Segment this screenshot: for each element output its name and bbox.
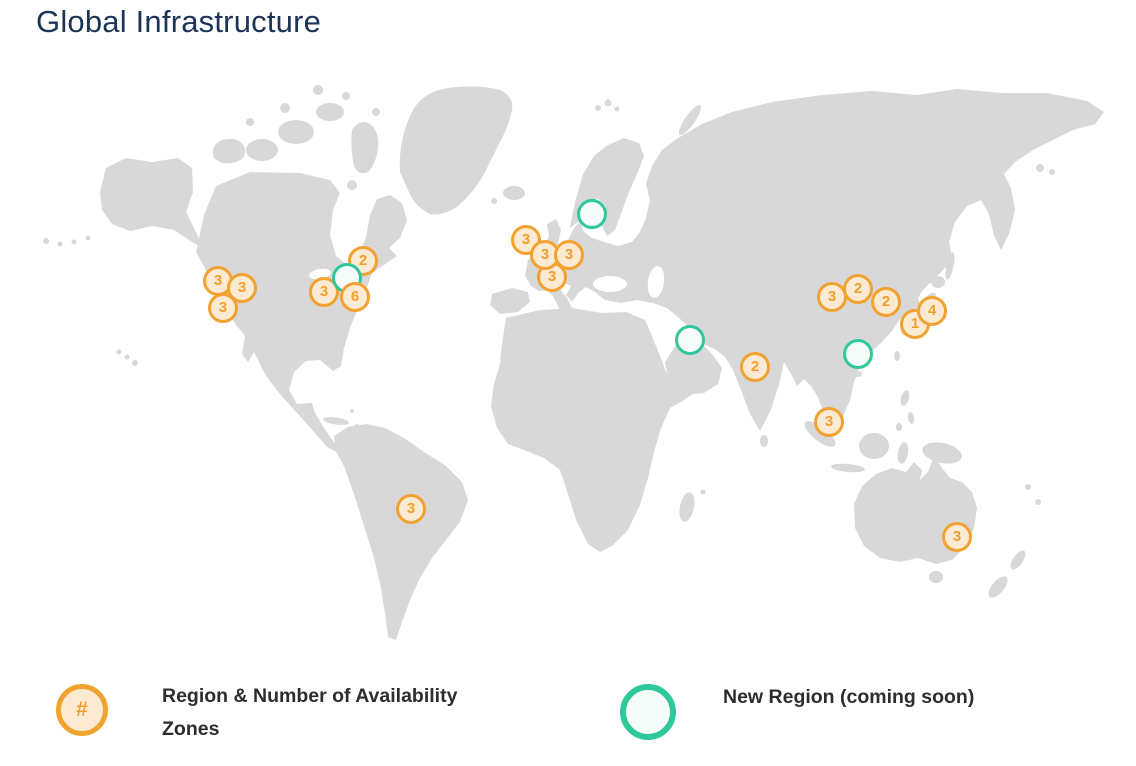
- page-title: Global Infrastructure: [36, 4, 322, 39]
- region-iberia: [490, 288, 530, 314]
- svalbard-islands: [595, 105, 601, 111]
- arctic-islands: [213, 138, 245, 164]
- new-region-legend-icon: [620, 684, 676, 740]
- black-sea: [593, 276, 627, 292]
- new-region-legend-label: New Region (coming soon): [723, 686, 975, 708]
- region-marker: 3: [942, 522, 972, 552]
- region-scandinavia: [570, 138, 644, 236]
- novaya-zemlya: [678, 104, 702, 136]
- region-new-zealand: [1010, 550, 1026, 570]
- region-hainan: [854, 371, 862, 377]
- region-iceland: [503, 186, 525, 200]
- region-alaska: [100, 158, 203, 248]
- continent-eurasia: [525, 89, 1104, 439]
- region-sakhalin: [945, 252, 955, 280]
- region-tasmania: [929, 571, 943, 583]
- new-region-marker: [675, 325, 705, 355]
- region-java: [831, 463, 865, 473]
- region-marker: 3: [511, 225, 541, 255]
- region-marker: 3: [227, 273, 257, 303]
- region-marker: 2: [740, 352, 770, 382]
- region-marker: 2: [871, 287, 901, 317]
- region-marker: 3: [817, 282, 847, 312]
- caspian-sea: [647, 266, 665, 298]
- region-marker: 3: [396, 494, 426, 524]
- continent-south-america: [334, 424, 468, 640]
- region-taiwan: [894, 351, 900, 361]
- new-region-marker: [843, 339, 873, 369]
- continent-africa: [491, 308, 698, 552]
- region-sulawesi: [897, 442, 909, 464]
- region-greenland: [399, 86, 513, 215]
- aleutian-islands: [43, 238, 49, 244]
- hawaii-islands: [116, 349, 122, 355]
- hash-symbol: #: [76, 698, 88, 721]
- great-lakes: [309, 268, 331, 280]
- continent-north-america: [196, 172, 407, 453]
- region-legend-icon: #: [56, 684, 108, 736]
- region-legend-label: Region & Number of Availability Zones: [162, 685, 458, 740]
- region-sri-lanka: [760, 435, 768, 447]
- region-marker: 6: [340, 282, 370, 312]
- region-madagascar: [679, 492, 695, 522]
- region-marker: 3: [814, 407, 844, 437]
- region-marker: 3: [208, 293, 238, 323]
- region-philippines: [900, 390, 910, 406]
- region-marker: 3: [554, 240, 584, 270]
- new-region-marker: [577, 199, 607, 229]
- region-new-guinea: [922, 442, 962, 464]
- region-marker: 4: [917, 296, 947, 326]
- region-marker: 2: [843, 274, 873, 304]
- caribbean-islands: [323, 417, 349, 425]
- region-borneo: [859, 433, 889, 459]
